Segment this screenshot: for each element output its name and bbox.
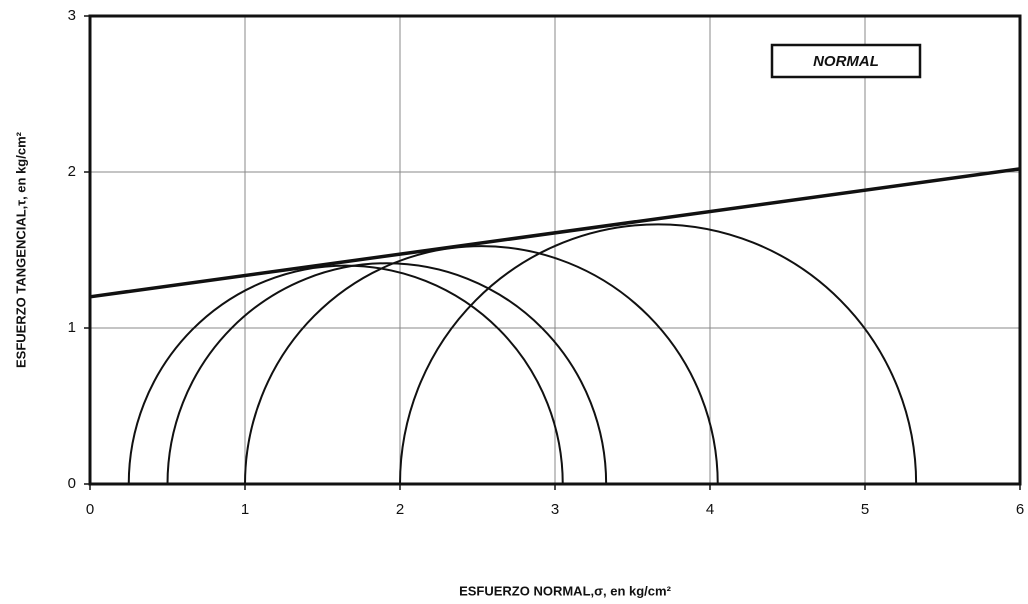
- y-tick-label: 1: [68, 319, 76, 336]
- y-axis-label: ESFUERZO TANGENCIAL,τ, en kg/cm²: [13, 131, 28, 368]
- x-tick-label: 0: [86, 501, 94, 518]
- x-axis-label: ESFUERZO NORMAL,σ, en kg/cm²: [459, 583, 672, 598]
- mohr-circle: [399, 223, 918, 485]
- x-tick-label: 4: [706, 501, 714, 518]
- x-tick-label: 5: [861, 501, 869, 518]
- x-tick-label: 3: [551, 501, 559, 518]
- annotation-box: [770, 43, 922, 79]
- annotation: NORMAL: [813, 53, 879, 70]
- failure-envelope: [89, 167, 1021, 299]
- x-tick-label: 6: [1016, 501, 1024, 518]
- plot-frame: [88, 14, 1022, 486]
- y-tick-label: 0: [68, 475, 76, 492]
- mohr-circle: [166, 262, 608, 485]
- mohr-circle: [244, 245, 719, 485]
- mohr-circle: [127, 264, 564, 485]
- y-tick-label: 2: [68, 163, 76, 180]
- x-tick-label: 2: [396, 501, 404, 518]
- x-tick-label: 1: [241, 501, 249, 518]
- y-tick-label: 3: [68, 7, 76, 24]
